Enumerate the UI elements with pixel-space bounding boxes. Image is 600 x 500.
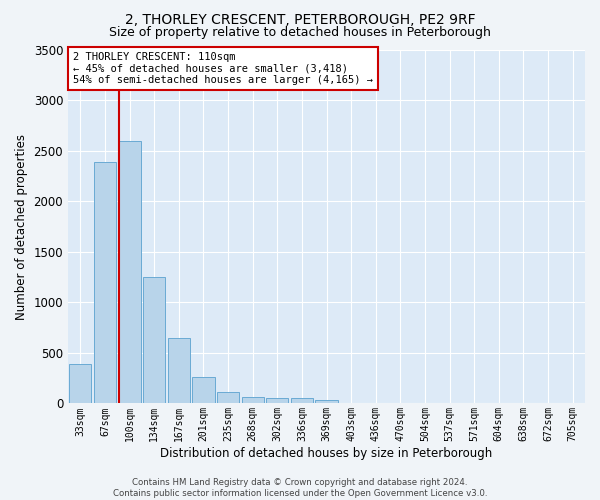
Bar [143, 277, 165, 404]
Y-axis label: Number of detached properties: Number of detached properties [15, 134, 28, 320]
Text: Size of property relative to detached houses in Peterborough: Size of property relative to detached ho… [109, 26, 491, 39]
Bar [217, 392, 239, 404]
Text: 2, THORLEY CRESCENT, PETERBOROUGH, PE2 9RF: 2, THORLEY CRESCENT, PETERBOROUGH, PE2 9… [125, 12, 475, 26]
Bar [69, 364, 91, 404]
Text: Contains HM Land Registry data © Crown copyright and database right 2024.
Contai: Contains HM Land Registry data © Crown c… [113, 478, 487, 498]
Bar [119, 141, 140, 404]
Bar [94, 162, 116, 404]
Bar [168, 338, 190, 404]
Bar [316, 400, 338, 404]
X-axis label: Distribution of detached houses by size in Peterborough: Distribution of detached houses by size … [160, 447, 493, 460]
Text: 2 THORLEY CRESCENT: 110sqm
← 45% of detached houses are smaller (3,418)
54% of s: 2 THORLEY CRESCENT: 110sqm ← 45% of deta… [73, 52, 373, 85]
Bar [193, 376, 215, 404]
Bar [291, 398, 313, 404]
Bar [266, 398, 289, 404]
Bar [242, 398, 264, 404]
